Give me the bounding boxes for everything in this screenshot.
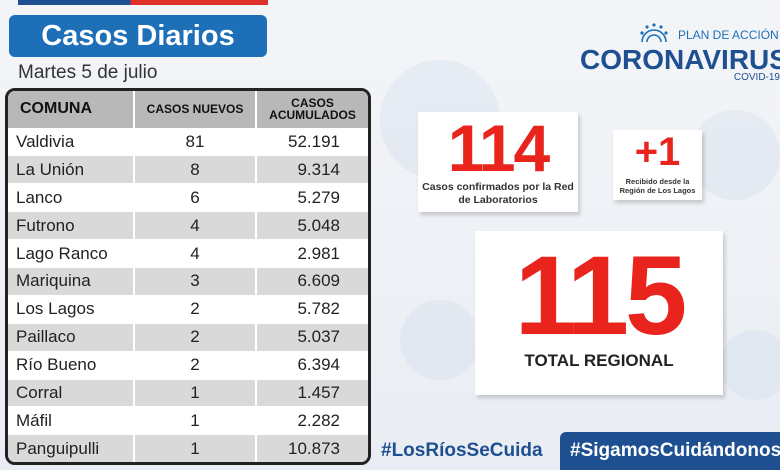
cell-comuna: Valdivia	[8, 127, 135, 156]
cell-comuna: Río Bueno	[8, 350, 135, 380]
labs-cases-caption: Casos confirmados por la Red de Laborato…	[422, 181, 574, 206]
cell-acumulados: 1.457	[256, 378, 368, 407]
cell-acumulados: 52.191	[256, 127, 368, 156]
cell-acumulados: 5.279	[256, 183, 368, 212]
table-row: Panguipulli 1 10.873	[8, 434, 368, 462]
cell-comuna: Corral	[8, 378, 135, 407]
cell-comuna: Lanco	[8, 183, 135, 212]
table-row: Valdivia 81 52.191	[8, 127, 368, 156]
table-row: Río Bueno 2 6.394	[8, 350, 368, 380]
logo-plan-text: PLAN DE ACCIÓN	[678, 28, 779, 42]
hashtag-sigamos: #SigamosCuidándonos	[560, 432, 780, 470]
table-row: Mariquina 3 6.609	[8, 266, 368, 296]
table-row: Lago Ranco 4 2.981	[8, 239, 368, 268]
cell-nuevos: 4	[134, 211, 257, 240]
total-regional-caption: TOTAL REGIONAL	[524, 351, 674, 370]
total-regional-card: 115 TOTAL REGIONAL	[475, 231, 723, 395]
table-row: La Unión 8 9.314	[8, 155, 368, 184]
cell-comuna: Paillaco	[8, 322, 135, 352]
page-title: Casos Diarios	[9, 15, 267, 57]
cell-acumulados: 9.314	[256, 155, 368, 184]
cell-acumulados: 5.037	[256, 322, 368, 352]
table-row: Lanco 6 5.279	[8, 183, 368, 212]
logo-name: CORONAVIRUS	[580, 44, 780, 75]
cell-acumulados: 6.609	[256, 266, 368, 296]
labs-cases-card: 114 Casos confirmados por la Red de Labo…	[418, 111, 578, 212]
table-row: Paillaco 2 5.037	[8, 322, 368, 352]
table-row: Los Lagos 2 5.782	[8, 294, 368, 324]
header-casos-nuevos: CASOS NUEVOS	[134, 91, 257, 128]
header-comuna: COMUNA	[8, 91, 135, 128]
cell-nuevos: 2	[134, 294, 257, 324]
header-casos-acumulados: CASOS ACUMULADOS	[256, 91, 368, 128]
table-header-row: COMUNA CASOS NUEVOS CASOS ACUMULADOS	[8, 91, 368, 128]
cell-acumulados: 2.981	[256, 239, 368, 268]
table-row: Máfil 1 2.282	[8, 406, 368, 435]
cell-nuevos: 4	[134, 239, 257, 268]
date-label: Martes 5 de julio	[18, 62, 158, 83]
los-lagos-caption: Recibido desde la Región de Los Lagos	[619, 177, 696, 195]
los-lagos-card: +1 Recibido desde la Región de Los Lagos	[613, 130, 702, 200]
cell-nuevos: 1	[134, 434, 257, 462]
table-row: Corral 1 1.457	[8, 378, 368, 407]
cell-nuevos: 8	[134, 155, 257, 184]
cases-table: COMUNA CASOS NUEVOS CASOS ACUMULADOS Val…	[5, 88, 371, 465]
cell-acumulados: 2.282	[256, 406, 368, 435]
cell-acumulados: 6.394	[256, 350, 368, 380]
total-regional-value: 115	[514, 233, 688, 358]
cell-acumulados: 5.048	[256, 211, 368, 240]
logo-subtitle: COVID-19	[733, 72, 780, 83]
cell-nuevos: 1	[134, 378, 257, 407]
cell-comuna: Panguipulli	[8, 434, 135, 462]
cell-acumulados: 5.782	[256, 294, 368, 324]
cell-acumulados: 10.873	[256, 434, 368, 462]
cell-nuevos: 3	[134, 266, 257, 296]
cell-nuevos: 81	[134, 127, 257, 156]
cell-comuna: Máfil	[8, 406, 135, 435]
labs-cases-value: 114	[447, 111, 550, 185]
cell-comuna: Futrono	[8, 211, 135, 240]
cell-comuna: La Unión	[8, 155, 135, 184]
cell-comuna: Mariquina	[8, 266, 135, 296]
sun-logo-icon	[640, 23, 668, 43]
cell-nuevos: 2	[134, 322, 257, 352]
cell-comuna: Lago Ranco	[8, 239, 135, 268]
cell-nuevos: 2	[134, 350, 257, 380]
coronavirus-logo: PLAN DE ACCIÓN CORONAVIRUS COVID-19	[578, 18, 780, 88]
cell-nuevos: 1	[134, 406, 257, 435]
cell-comuna: Los Lagos	[8, 294, 135, 324]
cell-nuevos: 6	[134, 183, 257, 212]
flag-stripe	[18, 0, 268, 5]
hashtag-los-rios: #LosRíosSeCuida	[381, 440, 543, 461]
los-lagos-value: +1	[634, 130, 681, 174]
table-row: Futrono 4 5.048	[8, 211, 368, 240]
